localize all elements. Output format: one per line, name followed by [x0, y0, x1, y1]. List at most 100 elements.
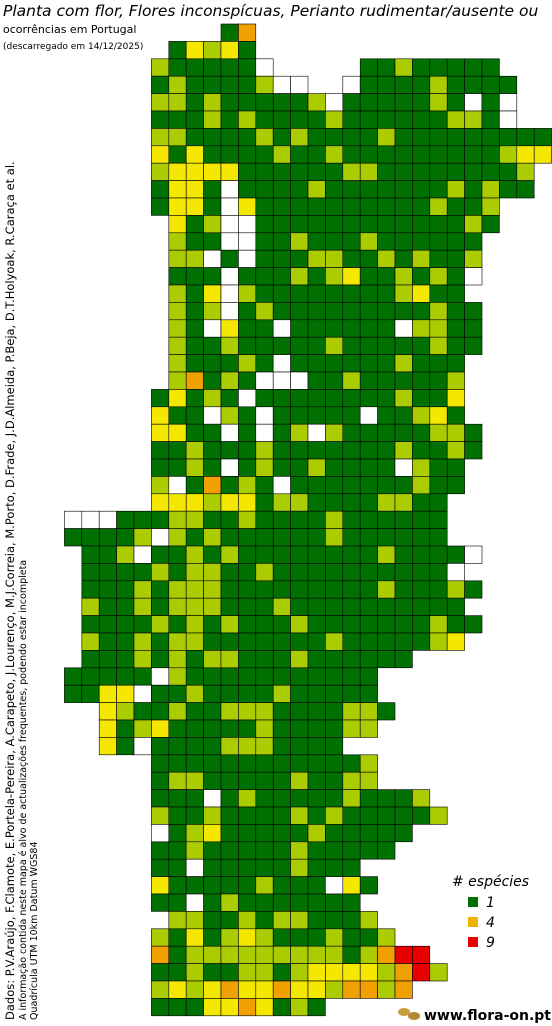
- grid-cell: [429, 580, 448, 599]
- grid-cell: [168, 162, 187, 181]
- grid-cell: [342, 528, 361, 547]
- grid-cell: [359, 423, 378, 442]
- grid-cell: [394, 110, 413, 129]
- grid-cell: [185, 354, 204, 373]
- grid-cell: [255, 911, 274, 930]
- grid-cell: [272, 545, 291, 564]
- grid-cell: [168, 249, 187, 268]
- grid-cell: [464, 580, 483, 599]
- grid-cell: [325, 215, 344, 234]
- grid-cell: [203, 249, 222, 268]
- grid-cell: [377, 789, 396, 808]
- grid-cell: [325, 580, 344, 599]
- grid-cell: [116, 580, 135, 599]
- grid-cell: [359, 702, 378, 721]
- grid-cell: [220, 510, 239, 529]
- grid-cell: [203, 754, 222, 773]
- grid-cell: [464, 145, 483, 164]
- grid-cell: [151, 458, 170, 477]
- grid-cell: [325, 284, 344, 303]
- grid-cell: [220, 406, 239, 425]
- logo: www.flora-on.pt: [424, 1008, 551, 1024]
- grid-cell: [185, 510, 204, 529]
- grid-cell: [151, 58, 170, 77]
- grid-cell: [203, 580, 222, 599]
- grid-cell: [185, 215, 204, 234]
- grid-cell: [185, 771, 204, 790]
- grid-cell: [481, 93, 500, 112]
- grid-cell: [412, 145, 431, 164]
- grid-cell: [168, 58, 187, 77]
- grid-cell: [429, 563, 448, 582]
- grid-cell: [377, 493, 396, 512]
- grid-cell: [238, 354, 257, 373]
- grid-cell: [151, 841, 170, 860]
- grid-cell: [238, 893, 257, 912]
- grid-cell: [203, 75, 222, 94]
- grid-cell: [255, 75, 274, 94]
- grid-cell: [168, 389, 187, 408]
- grid-cell: [359, 493, 378, 512]
- grid-cell: [255, 249, 274, 268]
- grid-cell: [377, 563, 396, 582]
- grid-cell: [307, 371, 326, 390]
- grid-cell: [290, 389, 309, 408]
- grid-cell: [255, 545, 274, 564]
- grid-cell: [220, 893, 239, 912]
- grid-cell: [342, 215, 361, 234]
- grid-cell: [446, 563, 465, 582]
- grid-cell: [359, 458, 378, 477]
- grid-cell: [116, 597, 135, 616]
- grid-cell: [238, 510, 257, 529]
- grid-cell: [272, 197, 291, 216]
- grid-cell: [220, 858, 239, 877]
- grid-cell: [98, 528, 117, 547]
- grid-cell: [429, 180, 448, 199]
- grid-cell: [290, 928, 309, 947]
- grid-cell: [325, 528, 344, 547]
- grid-cell: [290, 980, 309, 999]
- grid-cell: [412, 632, 431, 651]
- grid-cell: [325, 336, 344, 355]
- grid-cell: [272, 110, 291, 129]
- grid-cell: [307, 754, 326, 773]
- grid-cell: [220, 528, 239, 547]
- grid-cell: [290, 336, 309, 355]
- grid-cell: [342, 197, 361, 216]
- grid-cell: [446, 476, 465, 495]
- grid-cell: [272, 162, 291, 181]
- grid-cell: [272, 789, 291, 808]
- grid-cell: [98, 563, 117, 582]
- grid-cell: [429, 215, 448, 234]
- grid-cell: [290, 75, 309, 94]
- grid-cell: [377, 441, 396, 460]
- grid-cell: [325, 928, 344, 947]
- grid-cell: [359, 406, 378, 425]
- grid-cell: [151, 928, 170, 947]
- grid-cell: [429, 162, 448, 181]
- grid-cell: [168, 371, 187, 390]
- grid-cell: [255, 858, 274, 877]
- grid-cell: [394, 493, 413, 512]
- grid-cell: [307, 249, 326, 268]
- grid-cell: [272, 980, 291, 999]
- grid-cell: [325, 737, 344, 756]
- grid-cell: [377, 336, 396, 355]
- grid-cell: [464, 180, 483, 199]
- grid-cell: [238, 876, 257, 895]
- grid-cell: [272, 754, 291, 773]
- grid-cell: [151, 389, 170, 408]
- grid-cell: [185, 75, 204, 94]
- grid-cell: [168, 963, 187, 982]
- grid-cell: [81, 510, 100, 529]
- grid-cell: [290, 441, 309, 460]
- grid-cell: [168, 580, 187, 599]
- grid-cell: [359, 597, 378, 616]
- grid-cell: [220, 75, 239, 94]
- title: Planta com flor, Flores inconspícuas, Pe…: [3, 2, 539, 20]
- grid-cell: [446, 545, 465, 564]
- grid-cell: [151, 145, 170, 164]
- grid-cell: [168, 145, 187, 164]
- grid-cell: [168, 597, 187, 616]
- grid-cell: [412, 441, 431, 460]
